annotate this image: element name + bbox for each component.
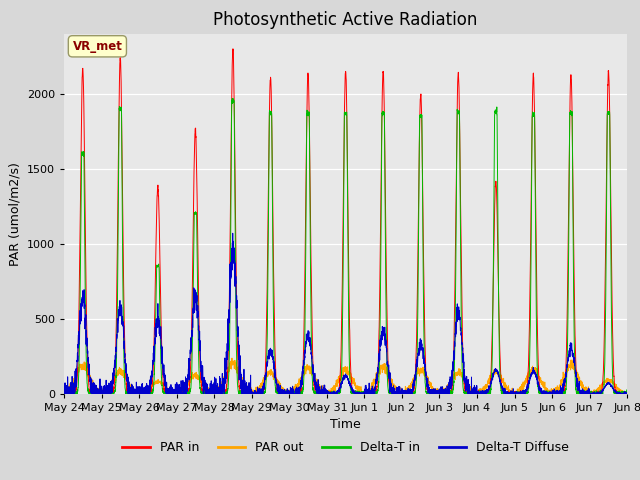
Y-axis label: PAR (umol/m2/s): PAR (umol/m2/s): [8, 162, 21, 265]
Legend: PAR in, PAR out, Delta-T in, Delta-T Diffuse: PAR in, PAR out, Delta-T in, Delta-T Dif…: [117, 436, 574, 459]
Text: VR_met: VR_met: [72, 40, 122, 53]
Title: Photosynthetic Active Radiation: Photosynthetic Active Radiation: [213, 11, 478, 29]
X-axis label: Time: Time: [330, 418, 361, 431]
